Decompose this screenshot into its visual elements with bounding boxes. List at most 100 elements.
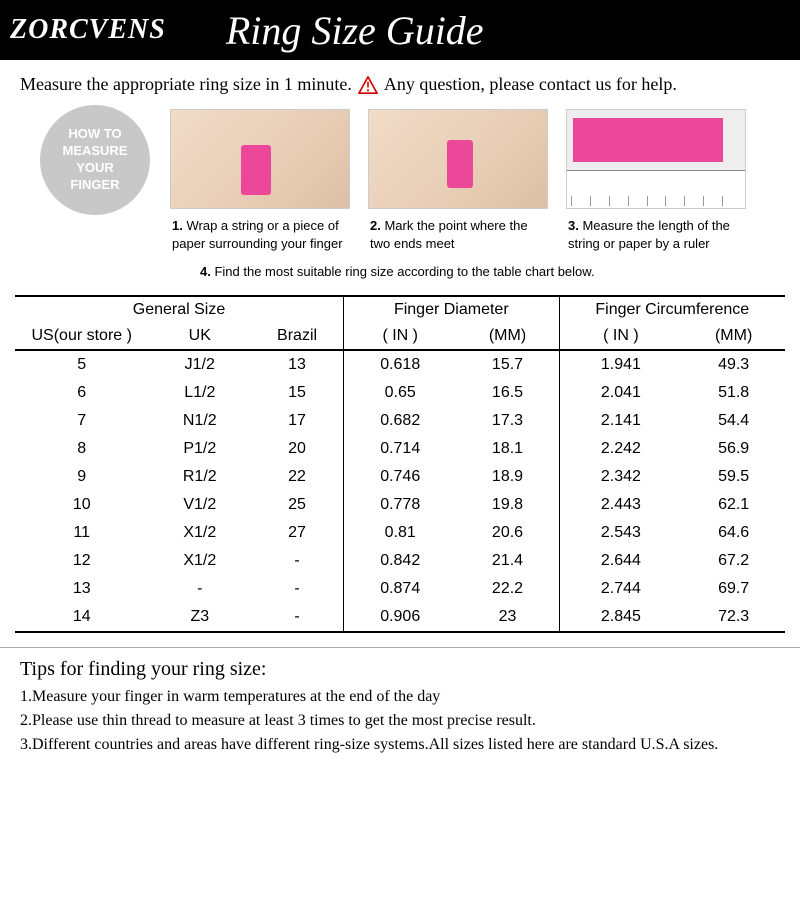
table-body: 5J1/2130.61815.71.94149.36L1/2150.6516.5… — [15, 350, 785, 632]
table-cell: 18.1 — [456, 435, 559, 463]
col-header: Brazil — [251, 323, 343, 350]
tips-line: 2.Please use thin thread to measure at l… — [20, 709, 780, 733]
intro-text-2: Any question, please contact us for help… — [384, 74, 677, 95]
col-header: ( IN ) — [559, 323, 682, 350]
step-2-caption: 2. Mark the point where the two ends mee… — [368, 209, 548, 252]
table-cell: 12 — [15, 547, 148, 575]
intro-text-1: Measure the appropriate ring size in 1 m… — [20, 74, 352, 95]
table-cell: 18.9 — [456, 463, 559, 491]
table-cell: - — [251, 575, 343, 603]
table-cell: 2.845 — [559, 603, 682, 632]
col-header: ( IN ) — [344, 323, 457, 350]
table-cell: 2.543 — [559, 519, 682, 547]
table-cell: 2.443 — [559, 491, 682, 519]
table-row: 8P1/2200.71418.12.24256.9 — [15, 435, 785, 463]
tips-line: 1.Measure your finger in warm temperatur… — [20, 685, 780, 709]
table-cell: 9 — [15, 463, 148, 491]
table-group-row: General Size Finger Diameter Finger Circ… — [15, 296, 785, 323]
table-cell: 5 — [15, 350, 148, 379]
col-header: US(our store ) — [15, 323, 148, 350]
badge-line: HOW TO — [62, 126, 127, 143]
howto-badge: HOW TO MEASURE YOUR FINGER — [40, 105, 150, 215]
step-1-image — [170, 109, 350, 209]
table-cell: 0.81 — [344, 519, 457, 547]
table-cell: 8 — [15, 435, 148, 463]
table-cell: 20.6 — [456, 519, 559, 547]
table-row: 13--0.87422.22.74469.7 — [15, 575, 785, 603]
table-cell: 2.744 — [559, 575, 682, 603]
table-row: 12X1/2-0.84221.42.64467.2 — [15, 547, 785, 575]
table-cell: 20 — [251, 435, 343, 463]
table-cell: 22 — [251, 463, 343, 491]
step-1: 1. Wrap a string or a piece of paper sur… — [170, 109, 350, 252]
table-row: 11X1/2270.8120.62.54364.6 — [15, 519, 785, 547]
table-cell: - — [251, 547, 343, 575]
step-text: Find the most suitable ring size accordi… — [214, 264, 594, 279]
step-2-image — [368, 109, 548, 209]
table-cell: 19.8 — [456, 491, 559, 519]
table-cell: 25 — [251, 491, 343, 519]
table-cell: 6 — [15, 379, 148, 407]
table-cell: J1/2 — [148, 350, 251, 379]
table-cell: 7 — [15, 407, 148, 435]
table-cell: N1/2 — [148, 407, 251, 435]
table-cell: 0.746 — [344, 463, 457, 491]
table-cell: 0.874 — [344, 575, 457, 603]
header-bar: ZORCVENS Ring Size Guide — [0, 0, 800, 60]
table-cell: 2.041 — [559, 379, 682, 407]
table-cell: 67.2 — [682, 547, 785, 575]
table-cell: 1.941 — [559, 350, 682, 379]
table-cell: 2.644 — [559, 547, 682, 575]
table-row: 5J1/2130.61815.71.94149.3 — [15, 350, 785, 379]
table-cell: 54.4 — [682, 407, 785, 435]
group-header: General Size — [15, 296, 344, 323]
table-row: 7N1/2170.68217.32.14154.4 — [15, 407, 785, 435]
table-cell: 14 — [15, 603, 148, 632]
table-cell: 49.3 — [682, 350, 785, 379]
table-cell: 0.842 — [344, 547, 457, 575]
page-title: Ring Size Guide — [226, 7, 484, 54]
step-text: Mark the point where the two ends meet — [370, 218, 528, 251]
table-header-row: US(our store ) UK Brazil ( IN ) (MM) ( I… — [15, 323, 785, 350]
table-cell: V1/2 — [148, 491, 251, 519]
table-cell: 72.3 — [682, 603, 785, 632]
table-row: 9R1/2220.74618.92.34259.5 — [15, 463, 785, 491]
step-num: 2. — [370, 218, 381, 233]
table-cell: 27 — [251, 519, 343, 547]
table-cell: 13 — [251, 350, 343, 379]
table-cell: 15 — [251, 379, 343, 407]
col-header: (MM) — [682, 323, 785, 350]
step-text: Measure the length of the string or pape… — [568, 218, 730, 251]
size-table: General Size Finger Diameter Finger Circ… — [15, 295, 785, 633]
tips-title: Tips for finding your ring size: — [20, 658, 780, 681]
step-3: 3. Measure the length of the string or p… — [566, 109, 746, 252]
table-cell: 15.7 — [456, 350, 559, 379]
table-row: 14Z3-0.906232.84572.3 — [15, 603, 785, 632]
table-cell: 2.141 — [559, 407, 682, 435]
table-cell: 69.7 — [682, 575, 785, 603]
table-cell: P1/2 — [148, 435, 251, 463]
table-cell: R1/2 — [148, 463, 251, 491]
warning-icon — [358, 76, 378, 94]
steps-row: 1. Wrap a string or a piece of paper sur… — [170, 109, 746, 252]
group-header: Finger Circumference — [559, 296, 785, 323]
step-3-caption: 3. Measure the length of the string or p… — [566, 209, 746, 252]
table-cell: 0.65 — [344, 379, 457, 407]
table-cell: 10 — [15, 491, 148, 519]
tips-line: 3.Different countries and areas have dif… — [20, 733, 780, 757]
table-row: 10V1/2250.77819.82.44362.1 — [15, 491, 785, 519]
table-cell: - — [148, 575, 251, 603]
table-cell: 59.5 — [682, 463, 785, 491]
table-cell: 21.4 — [456, 547, 559, 575]
step-1-caption: 1. Wrap a string or a piece of paper sur… — [170, 209, 350, 252]
table-cell: 64.6 — [682, 519, 785, 547]
table-cell: Z3 — [148, 603, 251, 632]
table-cell: 17.3 — [456, 407, 559, 435]
table-cell: L1/2 — [148, 379, 251, 407]
table-cell: 22.2 — [456, 575, 559, 603]
table-cell: X1/2 — [148, 519, 251, 547]
table-cell: 0.682 — [344, 407, 457, 435]
intro-line: Measure the appropriate ring size in 1 m… — [0, 60, 800, 105]
step-num: 3. — [568, 218, 579, 233]
table-cell: 23 — [456, 603, 559, 632]
